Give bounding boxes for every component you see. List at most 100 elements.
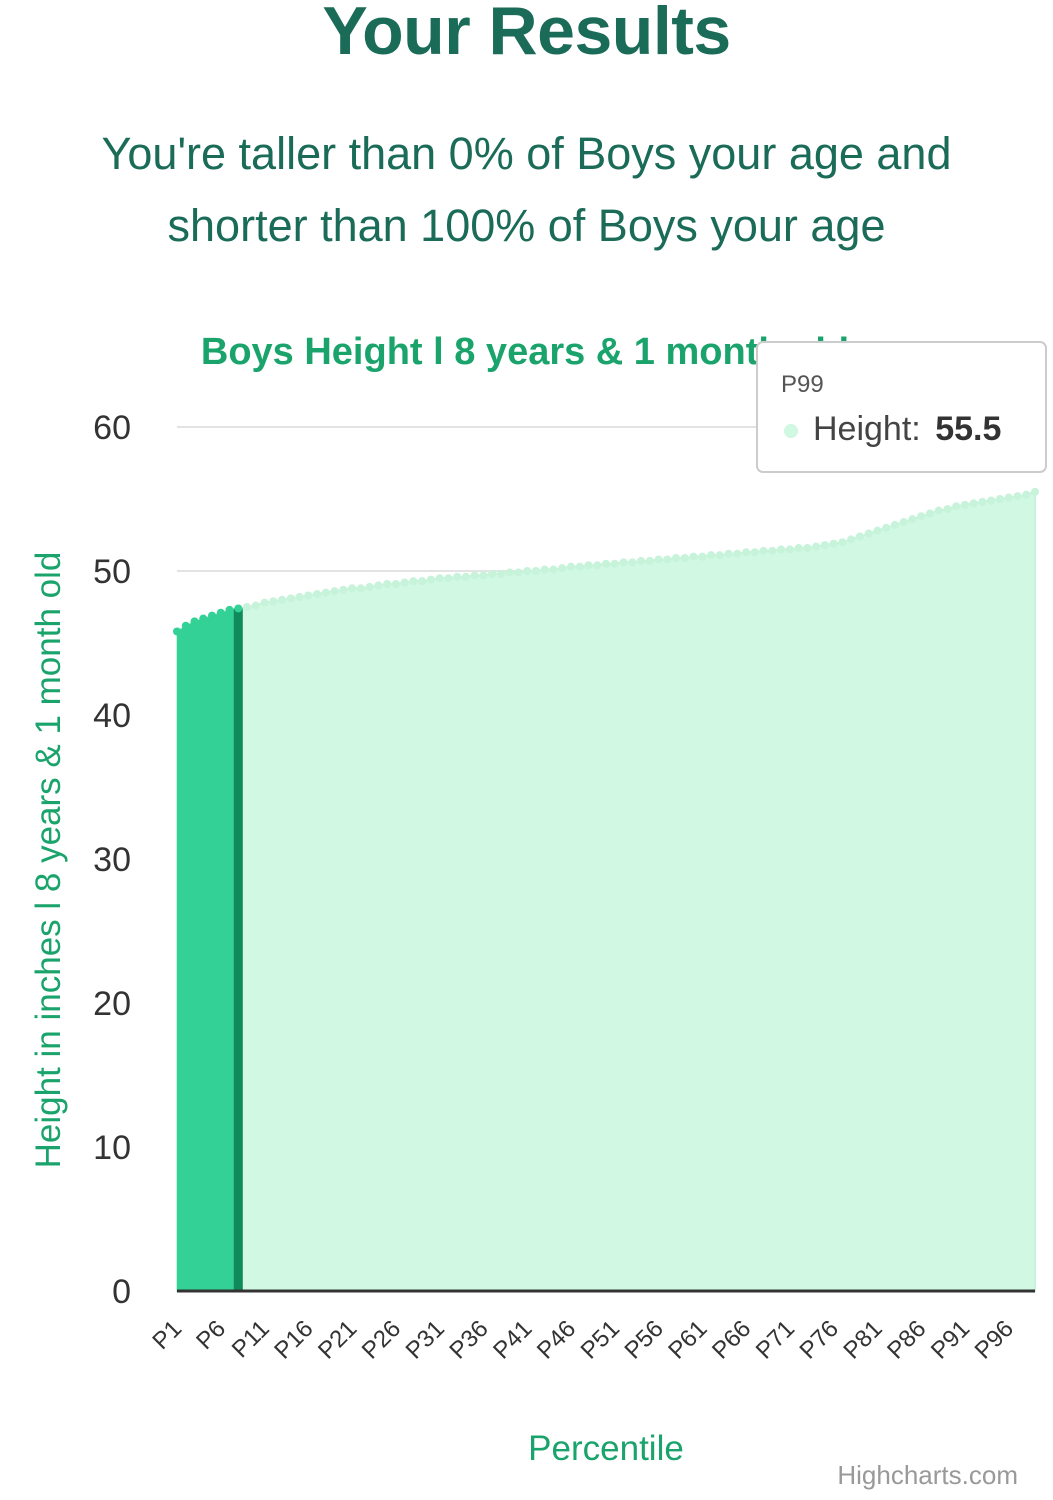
data-point <box>689 552 698 561</box>
highlight-area <box>177 608 243 1291</box>
data-point <box>785 545 794 554</box>
tooltip-box <box>756 341 1047 473</box>
x-tick-label: P26 <box>357 1315 406 1364</box>
data-point <box>505 568 514 577</box>
x-tick-label: P6 <box>191 1315 231 1355</box>
series-area[interactable] <box>176 490 1036 1292</box>
data-point <box>855 532 864 541</box>
highcharts-credits[interactable]: Highcharts.com <box>837 1460 1018 1490</box>
y-axis-title: Height in inches l 8 years & 1 month old <box>29 552 68 1169</box>
data-point <box>523 567 532 575</box>
x-tick-label: P81 <box>838 1315 887 1364</box>
data-point <box>365 582 374 591</box>
data-point <box>1004 493 1013 502</box>
data-point <box>610 559 619 568</box>
data-point <box>356 584 365 593</box>
x-tick-label: P46 <box>532 1315 581 1364</box>
data-point <box>619 558 628 567</box>
data-point <box>444 574 453 583</box>
data-point <box>374 581 383 590</box>
data-point <box>260 598 269 607</box>
data-point <box>208 611 217 620</box>
data-point <box>987 496 996 505</box>
results-summary: You're taller than 0% of Boys your age a… <box>101 128 952 251</box>
data-point <box>707 551 716 560</box>
data-point <box>514 568 523 577</box>
x-tick-label: P96 <box>970 1315 1019 1364</box>
data-point <box>934 506 943 515</box>
data-point <box>1022 490 1031 499</box>
x-tick-label: P16 <box>269 1315 318 1364</box>
tooltip-value: 55.5 <box>935 410 1001 448</box>
data-point <box>847 535 856 544</box>
data-point <box>663 555 672 564</box>
data-point <box>1031 487 1039 496</box>
data-point <box>181 621 190 630</box>
x-tick-label: P61 <box>663 1315 712 1364</box>
data-point <box>453 572 462 581</box>
x-tick-label: P66 <box>707 1315 756 1364</box>
y-tick-label: 0 <box>112 1273 131 1311</box>
data-point <box>794 543 803 552</box>
data-point <box>549 565 558 574</box>
y-tick-label: 50 <box>93 553 131 591</box>
data-point <box>899 518 908 527</box>
data-point <box>190 617 199 626</box>
data-point <box>391 579 400 588</box>
data-point <box>199 614 208 623</box>
data-point <box>435 574 444 583</box>
data-point <box>339 585 348 594</box>
data-point <box>803 543 812 552</box>
data-point <box>269 597 278 606</box>
tooltip-series-dot <box>784 424 798 438</box>
data-point <box>820 541 829 550</box>
y-tick-label: 10 <box>93 1129 131 1167</box>
chart-tooltip: P99 Height: 55.5 <box>756 341 1047 473</box>
data-point <box>969 499 978 508</box>
data-point <box>960 500 969 509</box>
data-point <box>330 587 339 596</box>
y-tick-label: 60 <box>93 409 131 447</box>
x-axis-title: Percentile <box>528 1429 684 1468</box>
highlight-fill <box>177 608 239 1291</box>
tooltip-series-label: Height: <box>813 410 921 448</box>
data-point <box>540 565 549 574</box>
data-point <box>829 539 838 548</box>
chart-title: Boys Height l 8 years & 1 month old <box>201 331 849 373</box>
y-axis-ticks: 0 10 20 30 40 50 60 <box>93 409 131 1311</box>
data-point <box>978 497 987 506</box>
data-point <box>225 605 234 614</box>
data-point <box>313 590 322 599</box>
data-point <box>777 545 786 554</box>
x-tick-label: P56 <box>619 1315 668 1364</box>
data-point <box>628 558 637 567</box>
x-axis-ticks: P1 P6P11P16P21P26P31P36P41P46P51P56P61P66… <box>147 1315 1019 1364</box>
data-point <box>995 495 1004 503</box>
data-point <box>488 569 497 578</box>
data-point <box>1013 492 1022 501</box>
data-point <box>715 551 724 560</box>
page-title: Your Results <box>322 0 731 69</box>
data-point <box>733 549 742 558</box>
data-point <box>400 578 409 587</box>
data-point <box>531 567 540 575</box>
x-tick-label: P91 <box>926 1315 975 1364</box>
data-point <box>637 556 646 565</box>
data-point <box>304 591 313 600</box>
tooltip-body: Height: 55.5 <box>813 410 1001 448</box>
data-point <box>584 561 593 570</box>
data-point <box>575 562 584 571</box>
data-point <box>418 577 427 586</box>
x-tick-label: P86 <box>882 1315 931 1364</box>
x-tick-label: P21 <box>313 1315 362 1364</box>
data-point <box>479 571 488 580</box>
data-point <box>251 601 260 610</box>
y-tick-label: 30 <box>93 841 131 879</box>
data-point <box>383 579 392 588</box>
data-point <box>680 554 689 563</box>
x-tick-label: P51 <box>576 1315 625 1364</box>
data-point <box>348 584 357 593</box>
data-point <box>496 569 505 578</box>
data-point <box>917 512 926 521</box>
